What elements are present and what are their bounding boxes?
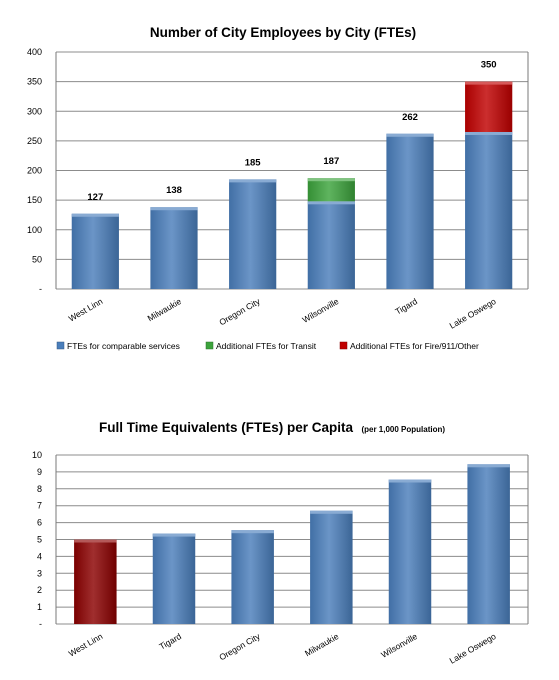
y-tick-label: 350 xyxy=(27,77,42,87)
y-tick-label: 150 xyxy=(27,195,42,205)
legend-swatch xyxy=(56,341,65,350)
bar-top-highlight xyxy=(71,213,119,217)
y-tick-label: 3 xyxy=(37,568,42,578)
chart2-y-axis: - 1 2 3 4 5 6 7 8 9 10 xyxy=(32,450,42,629)
y-tick-label: 50 xyxy=(32,254,42,264)
bar-top-highlight xyxy=(386,133,434,137)
chart1-bars xyxy=(71,81,513,289)
bar-total-label: 138 xyxy=(166,185,182,196)
legend-label: FTEs for comparable services xyxy=(67,341,180,351)
x-tick-label: Wilsonville xyxy=(301,296,341,325)
bar-top-highlight xyxy=(465,131,513,135)
chart1-x-axis: West Linn Milwaukie Oregon City Wilsonville… xyxy=(67,296,498,331)
bar xyxy=(152,533,196,624)
bar-top-highlight xyxy=(150,207,198,211)
y-tick-label: 100 xyxy=(27,225,42,235)
bar xyxy=(310,510,353,624)
bar-segment xyxy=(71,213,119,289)
bar-top-highlight xyxy=(229,179,277,183)
y-tick-label: 8 xyxy=(37,484,42,494)
x-tick-label: Tigard xyxy=(393,296,419,317)
x-tick-label: West Linn xyxy=(67,631,105,659)
y-tick-label: 10 xyxy=(32,450,42,460)
bar-total-label: 185 xyxy=(245,157,262,168)
bar-total-label: 127 xyxy=(87,192,103,203)
bar-total-label: 262 xyxy=(402,112,418,123)
chart1-data-labels: 127 138 185 187 262 350 xyxy=(87,60,496,203)
bar-segment xyxy=(465,81,513,132)
bar-segment xyxy=(307,201,355,289)
legend-label: Additional FTEs for Fire/911/Other xyxy=(350,341,479,351)
y-tick-label: 6 xyxy=(37,518,42,528)
y-tick-label: 5 xyxy=(37,535,42,545)
y-tick-label: 300 xyxy=(27,106,42,116)
bar xyxy=(231,530,274,624)
bar-top-highlight xyxy=(152,533,196,537)
bar-top-highlight xyxy=(388,479,432,483)
y-tick-label: 250 xyxy=(27,136,42,146)
bar-top-highlight xyxy=(310,510,353,514)
chart1-y-axis: - 50 100 150 200 250 300 350 400 xyxy=(27,47,42,294)
x-tick-label: Lake Oswego xyxy=(448,296,498,331)
y-tick-label: 200 xyxy=(27,166,42,176)
y-tick-label: 7 xyxy=(37,501,42,511)
bar-segment xyxy=(307,178,355,202)
bar xyxy=(74,539,117,624)
x-tick-label: West Linn xyxy=(67,296,105,324)
y-tick-label: 2 xyxy=(37,585,42,595)
bar-segment xyxy=(150,207,198,289)
y-tick-label: 400 xyxy=(27,47,42,57)
bar-top-highlight xyxy=(307,178,355,182)
x-tick-label: Lake Oswego xyxy=(448,631,498,666)
x-tick-label: Tigard xyxy=(157,631,183,652)
y-tick-label: 4 xyxy=(37,551,42,561)
chart2-title: Full Time Equivalents (FTEs) per Capita xyxy=(99,420,354,435)
chart-fte-per-capita: Full Time Equivalents (FTEs) per Capita … xyxy=(32,419,529,666)
chart1-title: Number of City Employees by City (FTEs) xyxy=(150,25,416,40)
x-tick-label: Oregon City xyxy=(217,296,262,328)
chart2-subtitle: (per 1,000 Population) xyxy=(361,425,445,434)
bar-top-highlight xyxy=(74,539,117,543)
bar-segment xyxy=(229,179,277,289)
y-tick-label: - xyxy=(39,284,42,294)
chart1-gridlines xyxy=(55,51,529,290)
chart2-bars xyxy=(74,464,510,624)
bar-top-highlight xyxy=(467,464,510,468)
x-tick-label: Milwaukie xyxy=(146,296,184,323)
y-tick-label: - xyxy=(39,619,42,629)
bar xyxy=(388,479,432,624)
x-tick-label: Oregon City xyxy=(217,631,262,663)
bar-top-highlight xyxy=(465,81,513,85)
chart2-title-group: Full Time Equivalents (FTEs) per Capita … xyxy=(99,419,445,436)
bar-total-label: 350 xyxy=(481,60,497,71)
bar-segment xyxy=(386,133,434,289)
y-tick-label: 1 xyxy=(37,602,42,612)
bar-top-highlight xyxy=(231,530,274,534)
chart2-x-axis: West Linn Tigard Oregon City Milwaukie Wilso… xyxy=(67,631,498,666)
bar-total-label: 187 xyxy=(323,156,339,167)
bar-segment xyxy=(465,131,513,289)
y-tick-label: 9 xyxy=(37,467,42,477)
legend-swatch xyxy=(205,341,214,350)
x-tick-label: Milwaukie xyxy=(303,631,341,658)
bar xyxy=(467,464,510,624)
chart1-legend: FTEs for comparable services Additional F… xyxy=(56,341,479,351)
chart2-gridlines xyxy=(55,454,529,625)
chart-employees: Number of City Employees by City (FTEs) … xyxy=(27,25,529,351)
legend-label: Additional FTEs for Transit xyxy=(216,341,317,351)
legend-swatch xyxy=(339,341,348,350)
bar-top-highlight xyxy=(307,201,355,205)
x-tick-label: Wilsonville xyxy=(379,631,419,660)
